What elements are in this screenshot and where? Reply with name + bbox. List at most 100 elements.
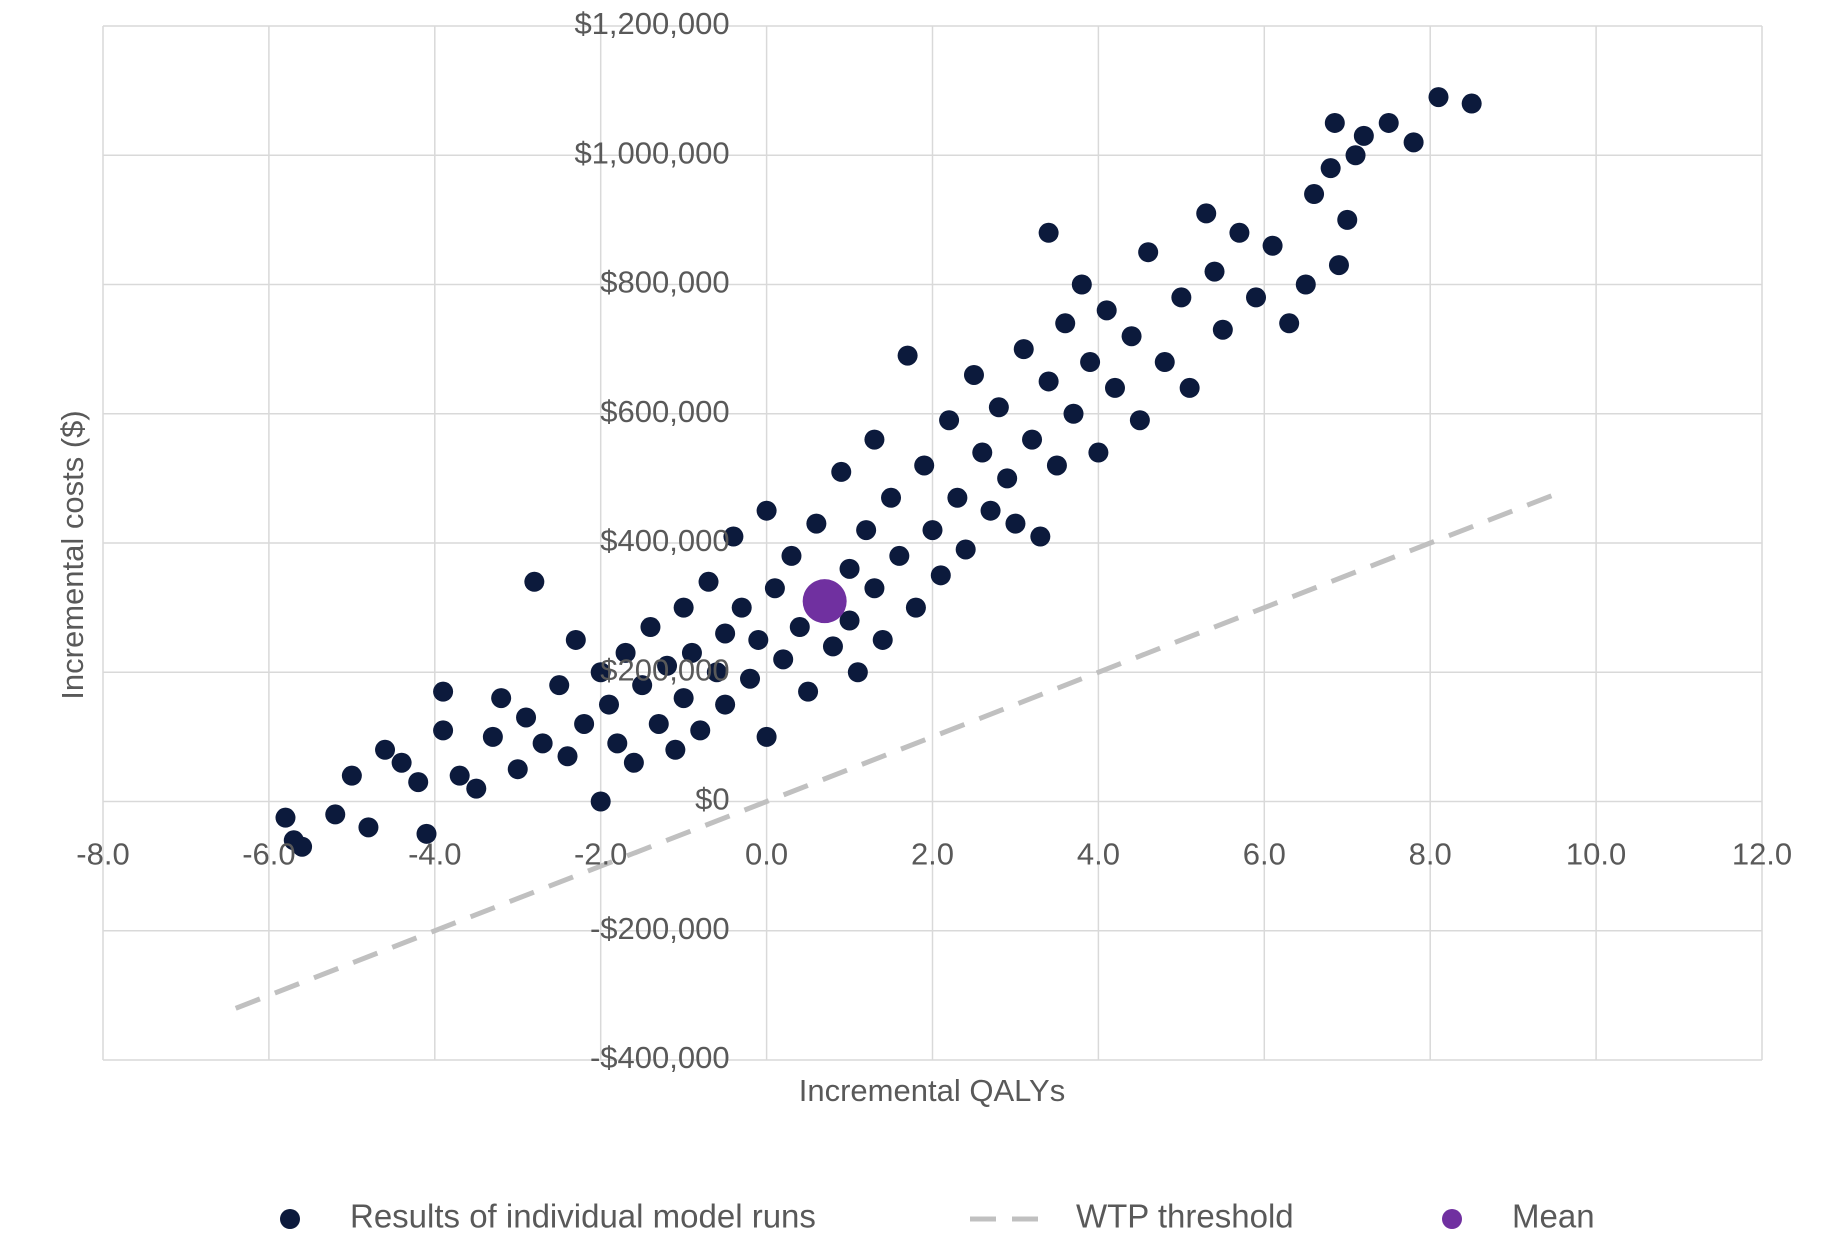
point (657, 655, 678, 676)
point (433, 720, 454, 741)
point (673, 597, 694, 618)
point (590, 791, 611, 812)
point (491, 688, 512, 709)
point (1138, 242, 1159, 263)
point (648, 713, 669, 734)
point (549, 675, 570, 696)
x-tick-label: 8.0 (1409, 837, 1452, 872)
point (1461, 93, 1482, 114)
point (1320, 158, 1341, 179)
x-tick-label: 2.0 (911, 837, 954, 872)
point (1121, 326, 1142, 347)
point (872, 629, 893, 650)
point (1345, 145, 1366, 166)
point (557, 746, 578, 767)
point (847, 662, 868, 683)
point (781, 545, 802, 566)
point (922, 520, 943, 541)
point (1038, 371, 1059, 392)
point (756, 726, 777, 747)
y-tick-label: $0 (695, 782, 729, 817)
point (391, 752, 412, 773)
point (1080, 352, 1101, 373)
x-tick-label: -4.0 (408, 837, 461, 872)
point (1229, 222, 1250, 243)
point (640, 617, 661, 638)
point (1104, 377, 1125, 398)
point (507, 759, 528, 780)
y-tick-label: $1,000,000 (574, 135, 729, 170)
y-tick-label: $400,000 (600, 523, 729, 558)
point (673, 688, 694, 709)
point (623, 752, 644, 773)
point (275, 807, 296, 828)
point (773, 649, 794, 670)
point (516, 707, 537, 728)
point (1013, 339, 1034, 360)
point (433, 681, 454, 702)
point (930, 565, 951, 586)
point (1428, 87, 1449, 108)
point (1353, 125, 1374, 146)
x-tick-label: -6.0 (242, 837, 295, 872)
point (748, 629, 769, 650)
legend: Results of individual model runs WTP thre… (280, 1198, 1595, 1235)
point (1179, 377, 1200, 398)
grid (102, 25, 1763, 1061)
point (839, 610, 860, 631)
point (715, 694, 736, 715)
point (698, 571, 719, 592)
point (740, 668, 761, 689)
point (1204, 261, 1225, 282)
plot-area (234, 87, 1556, 1011)
legend-label: WTP threshold (1076, 1198, 1294, 1235)
x-tick-label: -2.0 (574, 837, 627, 872)
point (665, 739, 686, 760)
point (615, 642, 636, 663)
x-axis-title: Incremental QALYs (799, 1073, 1065, 1108)
x-tick-label: 12.0 (1732, 837, 1792, 872)
point (831, 461, 852, 482)
x-tick-label: 0.0 (745, 837, 788, 872)
point (939, 410, 960, 431)
x-tick-label: -8.0 (76, 837, 129, 872)
point (1246, 287, 1267, 308)
point (1055, 313, 1076, 334)
point (466, 778, 487, 799)
point (881, 487, 902, 508)
point (1328, 255, 1349, 276)
point (947, 487, 968, 508)
point (1129, 410, 1150, 431)
point (864, 578, 885, 599)
point (988, 397, 1009, 418)
y-axis-title: Incremental costs ($) (55, 410, 90, 699)
point (905, 597, 926, 618)
point (1212, 319, 1233, 340)
point (802, 579, 847, 624)
point (723, 526, 744, 547)
point (1337, 209, 1358, 230)
point (997, 468, 1018, 489)
x-tick-label: 4.0 (1077, 837, 1120, 872)
tick-labels: -8.0 -6.0 -4.0 -2.0 0.0 2.0 4.0 6.0 8.0 10.0 12.0 -… (76, 6, 1792, 1075)
point (789, 617, 810, 638)
point (341, 765, 362, 786)
point (1279, 313, 1300, 334)
point (1154, 352, 1175, 373)
point (325, 804, 346, 825)
y-tick-label: $600,000 (600, 394, 729, 429)
point (1403, 132, 1424, 153)
point (681, 642, 702, 663)
point (482, 726, 503, 747)
point (889, 545, 910, 566)
point (822, 636, 843, 657)
point (524, 571, 545, 592)
point (897, 345, 918, 366)
point (292, 836, 313, 857)
point (416, 823, 437, 844)
y-tick-label: -$200,000 (590, 911, 730, 946)
y-tick-label: -$400,000 (590, 1040, 730, 1075)
point (1005, 513, 1026, 534)
point (565, 629, 586, 650)
point (731, 597, 752, 618)
